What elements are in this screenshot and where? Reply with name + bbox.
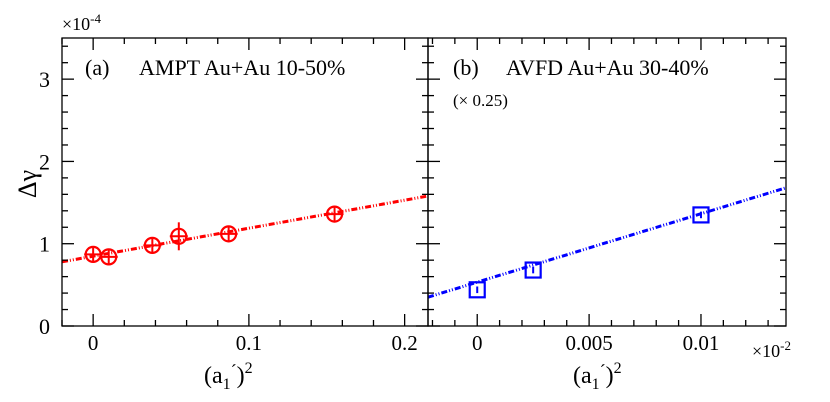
data-point <box>692 206 710 224</box>
panel-a: 0 0.1 0.2 0 1 2 3 (a) AMPT Au+Au 10-50% (a1´)2 <box>39 37 429 393</box>
data-point <box>84 245 103 264</box>
data-point <box>325 205 344 223</box>
panel-a-label: (a) <box>85 55 109 80</box>
data-point <box>219 225 238 243</box>
square-marker <box>468 281 486 299</box>
x-tick-label: 0.2 <box>392 331 418 355</box>
panel-b-frame <box>427 37 787 327</box>
data-point <box>99 248 118 266</box>
x-tick-label: 0.005 <box>565 331 612 355</box>
data-point <box>169 222 188 251</box>
y-tick-label: 3 <box>39 67 50 92</box>
x-tick-label: 0.01 <box>683 331 720 355</box>
square-marker <box>524 261 542 279</box>
square-marker <box>692 206 710 224</box>
panel-a-fit-line <box>61 194 429 264</box>
panel-a-frame <box>61 37 429 327</box>
y-axis-label: Δγ <box>13 170 42 198</box>
y-tick-label: 0 <box>39 314 50 339</box>
y-axis-exponent: ×10-4 <box>62 11 101 34</box>
data-point <box>468 281 486 299</box>
panel-b-label: (b) <box>453 55 479 80</box>
x-tick-label: 0 <box>472 331 483 355</box>
x-axis-exponent: ×10-2 <box>752 338 791 361</box>
panel-a-title: AMPT Au+Au 10-50% <box>139 55 345 80</box>
x-tick-label: 0 <box>88 331 99 355</box>
panel-b-x-axis-label: (a1´)2 <box>573 360 622 393</box>
x-tick-label: 0.1 <box>236 331 262 355</box>
panel-b-title: AVFD Au+Au 30-40% <box>506 55 709 80</box>
y-tick-label: 2 <box>39 149 50 174</box>
data-point <box>143 236 162 254</box>
panel-b-fit-line <box>427 186 787 299</box>
y-tick-label: 1 <box>39 232 50 257</box>
panel-b: 0 0.005 0.01 (b) AVFD Au+Au 30-40% (× 0.25… <box>427 37 791 393</box>
data-point <box>524 261 542 279</box>
panel-a-x-axis-label: (a1´)2 <box>204 360 253 393</box>
panel-b-subtitle: (× 0.25) <box>453 91 508 110</box>
